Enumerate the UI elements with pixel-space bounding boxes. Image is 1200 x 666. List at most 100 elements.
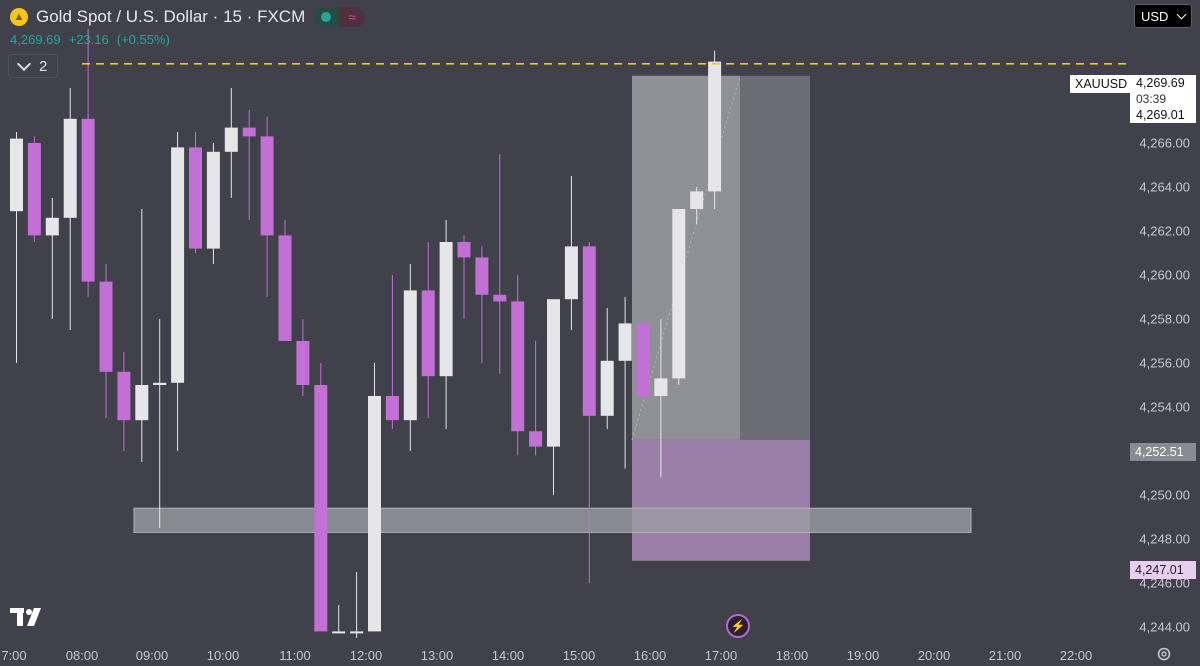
price-axis-label: 4,262.00 (1139, 224, 1190, 239)
candle (708, 50, 722, 209)
symbol-header: ▲ Gold Spot / U.S. Dollar · 15 · FXCM ≈ (10, 6, 366, 28)
time-axis-label: 18:00 (776, 648, 809, 663)
time-axis-label: 20:00 (918, 648, 951, 663)
candle (332, 605, 346, 634)
tradingview-logo-icon[interactable] (10, 606, 46, 628)
price-axis-label: 4,256.00 (1139, 356, 1190, 371)
candle (189, 132, 202, 253)
gold-bars-icon: ▲ (10, 8, 28, 26)
candle-body (439, 242, 453, 377)
candle (529, 341, 543, 456)
candle-body (260, 136, 274, 236)
stop-price-tag: 4,247.01 (1130, 561, 1196, 579)
price-axis-label: 4,244.00 (1139, 620, 1190, 635)
time-axis-label: 7:00 (1, 648, 26, 663)
candle (368, 363, 381, 632)
position-path (631, 76, 741, 440)
current-price-tag: 4,269.69 03:39 4,269.01 (1130, 75, 1196, 123)
indicator-count: 2 (39, 57, 48, 75)
candle-body (511, 301, 525, 432)
candle-body (278, 235, 292, 341)
candle-body (403, 290, 417, 421)
candle (10, 132, 23, 363)
symbol-title[interactable]: Gold Spot / U.S. Dollar · 15 · FXCM (36, 7, 306, 26)
candle (564, 176, 578, 330)
currency-select[interactable]: USD (1134, 4, 1192, 28)
candle-body (242, 127, 256, 137)
indicators-collapse-button[interactable]: 2 (8, 54, 58, 78)
currency-value: USD (1141, 8, 1169, 24)
lightning-icon[interactable]: ⚡ (726, 614, 750, 638)
time-axis-label: 09:00 (136, 648, 169, 663)
candle (636, 319, 650, 401)
time-axis-label: 12:00 (350, 648, 383, 663)
candle (403, 264, 417, 451)
candle-body (206, 151, 220, 249)
time-axis-label: 17:00 (705, 648, 738, 663)
status-indicators: ≈ (313, 7, 366, 27)
candle-body (45, 217, 59, 236)
chevron-down-icon (16, 56, 32, 71)
target-price-tag: 4,269.01 (1136, 108, 1185, 122)
candle-body (117, 371, 131, 421)
candle (511, 275, 525, 456)
candle-body (27, 143, 41, 236)
candle (385, 275, 399, 429)
candle-body (63, 118, 77, 218)
price-axis-label: 4,254.00 (1139, 400, 1190, 415)
price-axis-label: 4,258.00 (1139, 312, 1190, 327)
time-axis-label: 13:00 (421, 648, 454, 663)
candle (206, 143, 220, 264)
symbol-price-tag: XAUUSD (1070, 75, 1133, 93)
candle-body (708, 61, 722, 192)
candle (45, 198, 59, 319)
price-axis-label: 4,248.00 (1139, 532, 1190, 547)
candle (153, 319, 167, 528)
time-axis-label: 21:00 (989, 648, 1022, 663)
candle (350, 572, 364, 638)
time-axis-label: 10:00 (207, 648, 240, 663)
candle-body (224, 127, 238, 152)
price-axis-label: 4,264.00 (1139, 180, 1190, 195)
price-axis-label: 4,266.00 (1139, 136, 1190, 151)
candle-body (171, 147, 185, 383)
price-axis-label: 4,260.00 (1139, 268, 1190, 283)
candle-body (296, 341, 310, 385)
candle-body (135, 385, 149, 421)
candle-body (564, 246, 578, 300)
candle-body (582, 246, 596, 416)
candle (242, 110, 256, 220)
candle-body (475, 257, 489, 295)
candle (457, 235, 471, 319)
wave-icon[interactable]: ≈ (339, 7, 366, 27)
market-open-dot-icon[interactable] (313, 7, 340, 27)
candle (582, 242, 596, 583)
candle (171, 132, 185, 451)
candle (654, 319, 668, 478)
candle (421, 242, 435, 418)
candle (493, 154, 507, 374)
candle (296, 319, 310, 396)
candle (690, 187, 704, 225)
gear-icon[interactable] (1156, 646, 1172, 662)
candle-body (690, 191, 704, 209)
candle (63, 88, 77, 330)
candle (99, 264, 113, 418)
price-axis-label: 4,246.00 (1139, 576, 1190, 591)
candle-body (529, 431, 543, 447)
candle (314, 363, 328, 632)
candle-body (547, 299, 560, 447)
candle (600, 308, 614, 429)
price-change: +23.16 (68, 32, 109, 47)
time-axis-label: 15:00 (563, 648, 596, 663)
candle (260, 116, 274, 297)
current-price-value: 4,269.69 (1136, 76, 1185, 90)
candle-body (99, 281, 113, 372)
candle (224, 88, 238, 198)
candle-body (636, 323, 650, 396)
price-change-percent: (+0.55%) (116, 32, 170, 47)
candle (439, 220, 453, 429)
price-axis-label: 4,250.00 (1139, 488, 1190, 503)
